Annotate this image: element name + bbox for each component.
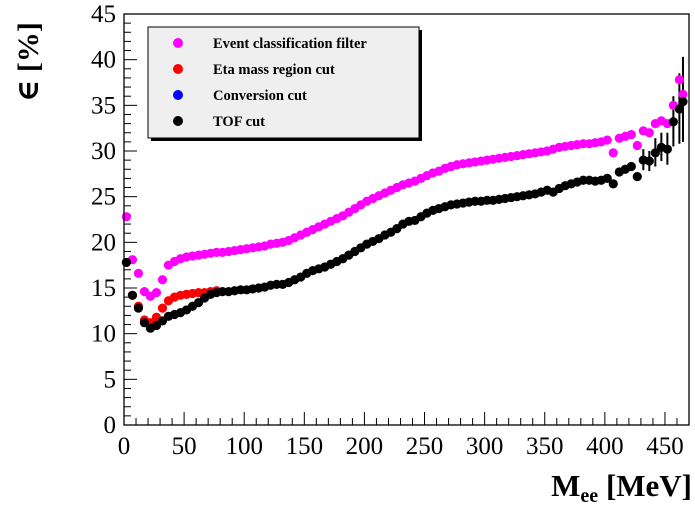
x-tick-label: 100 (225, 433, 263, 460)
x-tick-label: 300 (466, 433, 504, 460)
plot-border (123, 13, 690, 426)
data-point (133, 268, 144, 278)
legend-marker (173, 116, 183, 126)
error-bars (642, 56, 684, 172)
data-point (662, 144, 672, 154)
data-point (668, 117, 678, 127)
data-point (678, 89, 688, 99)
data-point (157, 275, 168, 285)
y-tick-label: 0 (104, 412, 117, 439)
data-point (121, 212, 132, 222)
legend-label: Event classification filter (213, 36, 367, 52)
y-tick-label: 5 (104, 366, 117, 393)
data-point (121, 257, 132, 268)
y-tick-label: 40 (91, 47, 116, 74)
data-point (608, 148, 618, 158)
y-tick-label: 20 (91, 229, 116, 256)
x-axis-label: Mee [MeV] (551, 468, 692, 507)
data-point (674, 104, 684, 114)
data-point (674, 75, 684, 85)
x-tick-label: 250 (406, 433, 444, 460)
data-point (127, 290, 138, 300)
legend-marker (173, 38, 183, 48)
series-3 (121, 97, 688, 333)
x-tick-label: 50 (172, 433, 197, 460)
data-point (644, 128, 654, 138)
data-point (644, 156, 654, 166)
data-point (632, 140, 642, 151)
y-tick-label: 35 (91, 92, 116, 119)
series-0 (121, 75, 688, 301)
data-point (626, 161, 636, 172)
x-axis-label-unit: [MeV] (598, 468, 692, 503)
x-tick-label: 400 (586, 433, 624, 460)
legend-box (147, 26, 420, 139)
x-axis-label-subscript: ee (580, 485, 598, 507)
data-point (632, 171, 642, 182)
data-point (678, 97, 688, 107)
data-point (602, 173, 612, 183)
plot-frame (123, 13, 690, 426)
data-points (121, 75, 688, 333)
legend-marker (173, 90, 183, 100)
data-point (139, 318, 150, 328)
legend: Event classification filter Eta mass regi… (147, 26, 422, 141)
data-point (602, 135, 612, 145)
data-point (133, 303, 144, 313)
data-point (151, 287, 162, 298)
data-point (157, 303, 168, 313)
x-tick-label: 350 (526, 433, 564, 460)
x-axis-label-main: M (551, 468, 580, 503)
legend-label: Eta mass region cut (213, 62, 335, 78)
legend-label: TOF cut (213, 114, 265, 130)
y-tick-label: 10 (91, 321, 116, 348)
y-tick-label: 30 (91, 138, 116, 165)
legend-label: Conversion cut (213, 88, 307, 104)
x-tick-label: 450 (646, 433, 684, 460)
x-tick-label: 150 (286, 433, 324, 460)
y-axis-label: ∈ [%] (12, 22, 45, 102)
legend-marker (173, 64, 183, 74)
data-point (626, 129, 636, 140)
x-tick-label: 0 (118, 433, 131, 460)
data-point (650, 148, 660, 158)
x-tick-label: 200 (346, 433, 384, 460)
y-tick-label: 15 (91, 275, 116, 302)
y-tick-label: 45 (91, 1, 116, 28)
data-point (608, 179, 618, 189)
y-tick-label: 25 (91, 184, 116, 211)
